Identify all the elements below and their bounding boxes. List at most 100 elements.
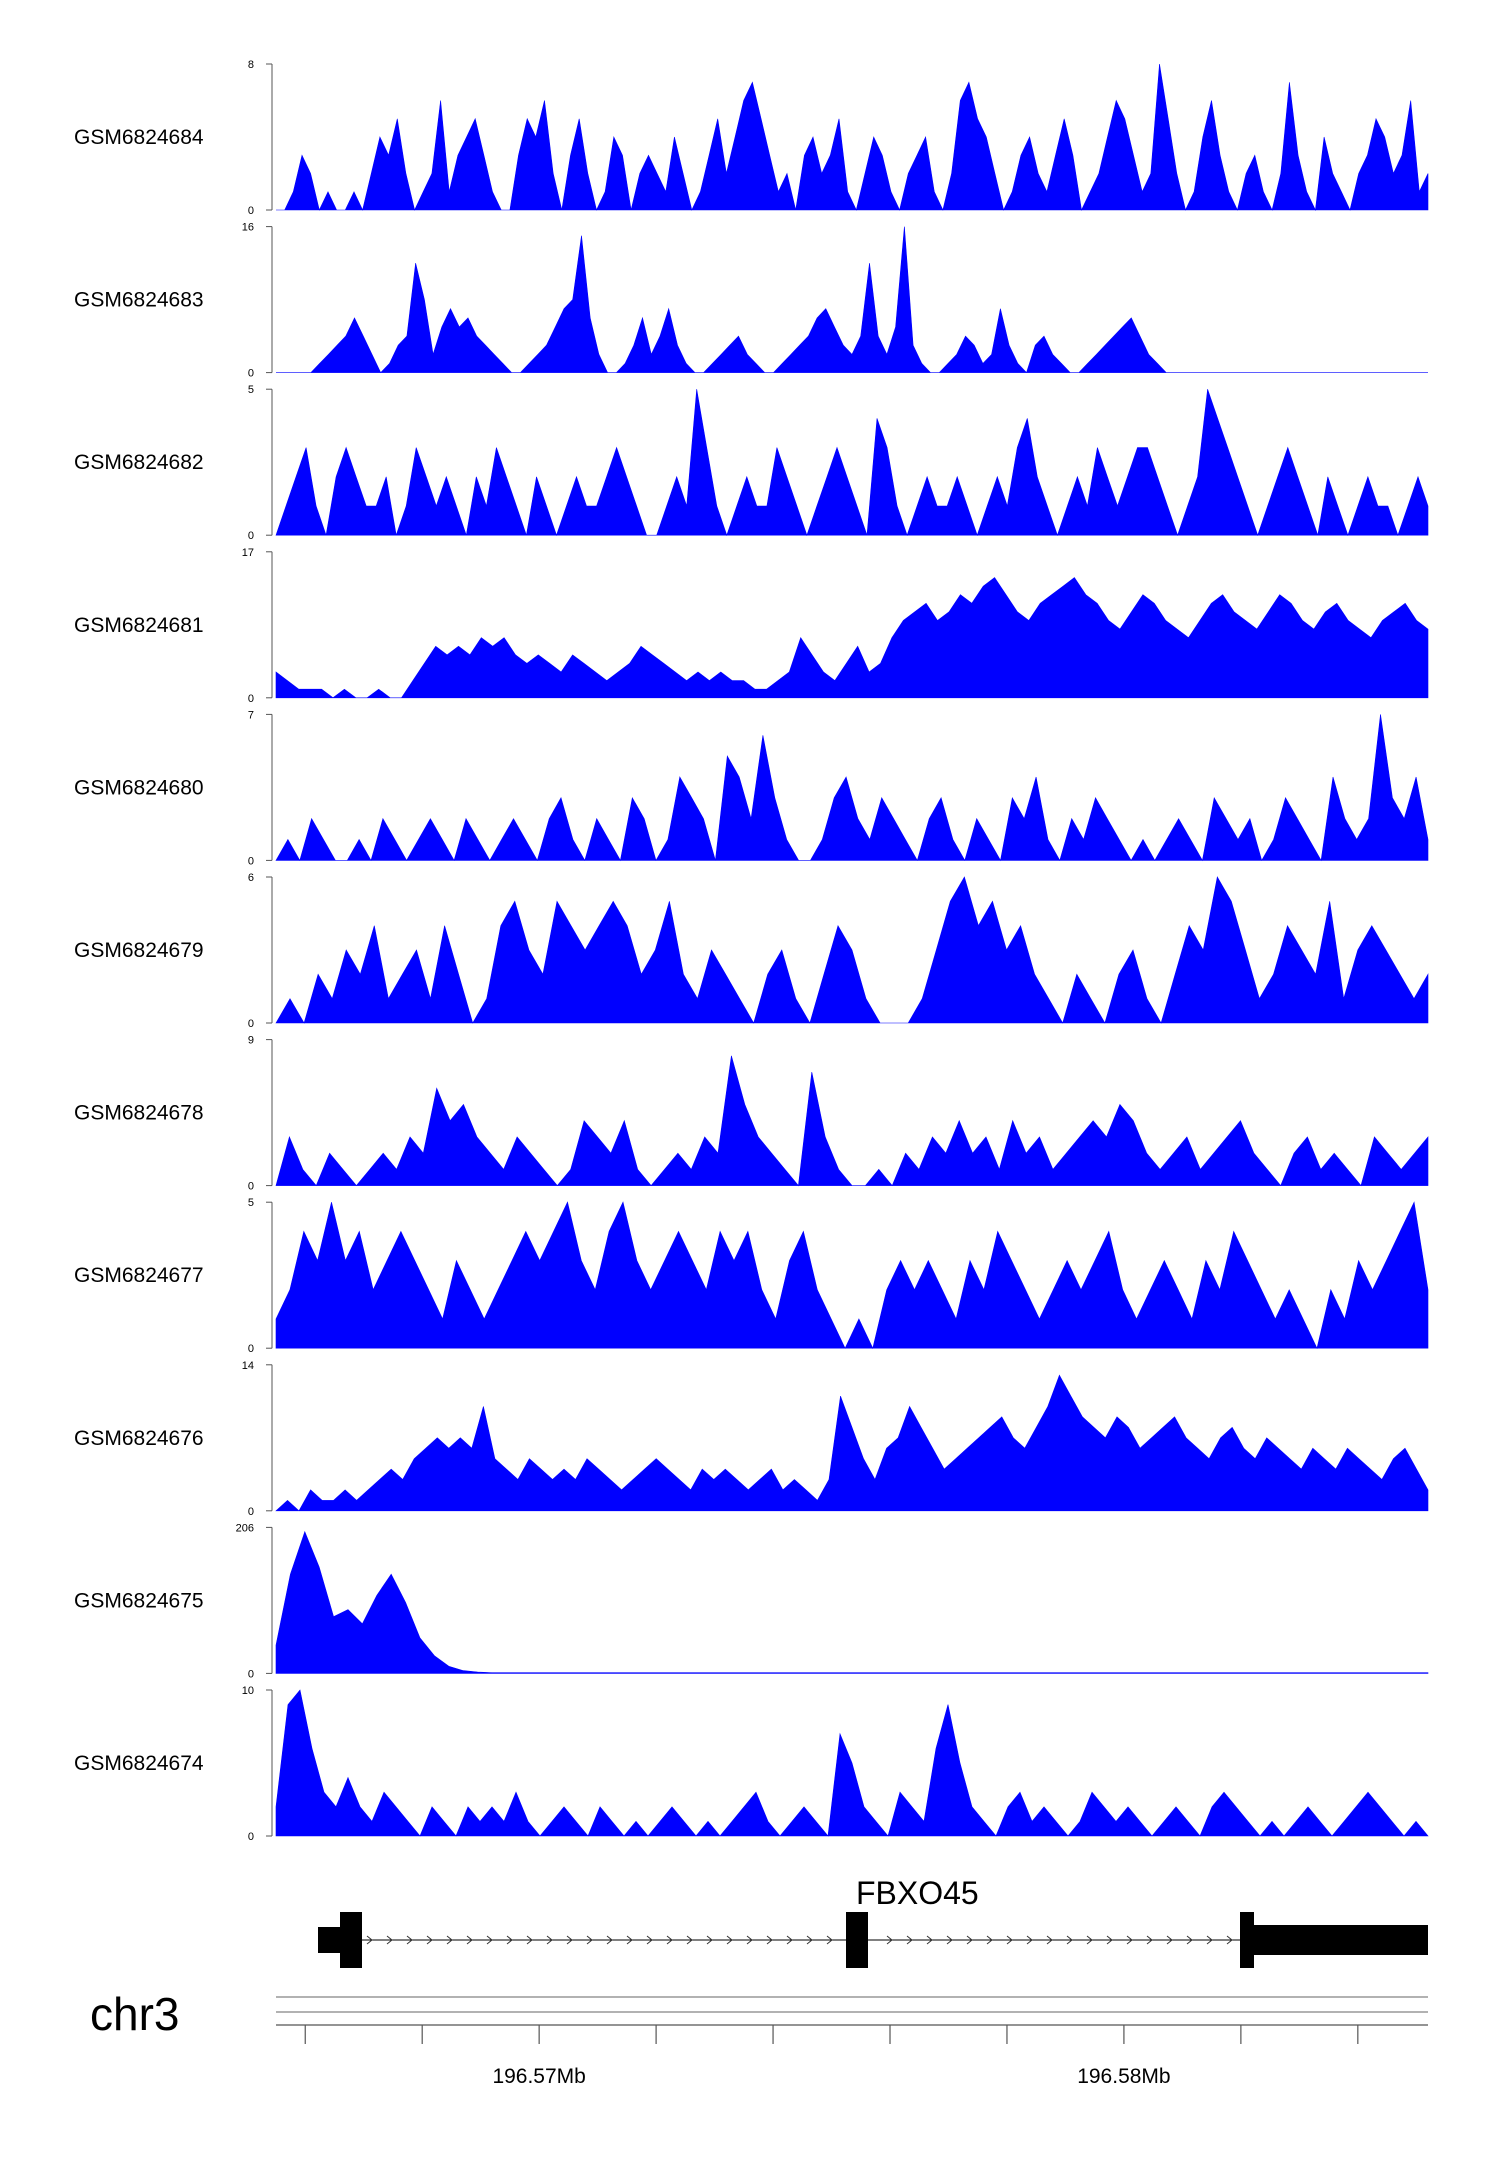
- y-tick-label-max: 6: [248, 872, 254, 884]
- signal-tracks: GSM682468480GSM6824683160GSM682468250GSM…: [74, 59, 1429, 1843]
- y-tick-label-max: 14: [242, 1360, 254, 1372]
- signal-area: [275, 1055, 1429, 1187]
- track-label: GSM6824678: [74, 1102, 204, 1125]
- strand-chevron: [506, 1935, 513, 1945]
- track-gsm6824675: GSM6824675 206 0: [74, 1522, 1429, 1680]
- y-tick-label-max: 17: [242, 547, 254, 559]
- track-label: GSM6824681: [74, 614, 204, 637]
- strand-chevron: [606, 1935, 613, 1945]
- signal-area: [276, 63, 1429, 212]
- signal-area: [275, 389, 1429, 537]
- track-gsm6824681: GSM6824681 17 0: [74, 547, 1429, 705]
- signal-area: [275, 1374, 1429, 1512]
- y-tick-label-min: 0: [248, 693, 254, 705]
- signal-area: [276, 226, 1428, 374]
- track-gsm6824684: GSM6824684 8 0: [74, 59, 1429, 217]
- track-label: GSM6824682: [74, 451, 204, 474]
- strand-chevron: [1106, 1935, 1113, 1945]
- strand-chevron: [486, 1935, 493, 1945]
- y-tick-label-min: 0: [248, 530, 254, 542]
- strand-chevron: [1186, 1935, 1193, 1945]
- strand-chevron: [586, 1935, 593, 1945]
- y-tick-label-min: 0: [248, 1181, 254, 1193]
- track-label: GSM6824679: [74, 939, 204, 962]
- strand-chevron: [1206, 1935, 1213, 1945]
- strand-chevron: [546, 1935, 553, 1945]
- track-label: GSM6824674: [74, 1752, 204, 1775]
- y-tick-label-min: 0: [248, 1506, 254, 1518]
- gene-annotation-track: FBXO45: [318, 1875, 1428, 1968]
- strand-chevron: [786, 1935, 793, 1945]
- strand-chevron: [986, 1935, 993, 1945]
- strand-chevron: [406, 1935, 413, 1945]
- y-tick-label-max: 5: [248, 1197, 254, 1209]
- strand-chevron: [1226, 1935, 1233, 1945]
- strand-chevron: [1086, 1935, 1093, 1945]
- strand-chevron: [886, 1935, 893, 1945]
- strand-chevron: [926, 1935, 933, 1945]
- track-gsm6824682: GSM6824682 5 0: [74, 384, 1429, 542]
- track-gsm6824683: GSM6824683 16 0: [74, 222, 1428, 380]
- x-tick-label: 196.57Mb: [492, 2065, 585, 2088]
- y-tick-label-max: 10: [242, 1685, 254, 1697]
- strand-chevron: [1026, 1935, 1033, 1945]
- track-gsm6824674: GSM6824674 10 0: [74, 1685, 1429, 1843]
- strand-chevron: [966, 1935, 973, 1945]
- strand-chevron: [426, 1935, 433, 1945]
- signal-area: [275, 876, 1429, 1024]
- track-label: GSM6824684: [74, 126, 204, 149]
- track-gsm6824678: GSM6824678 9 0: [74, 1035, 1429, 1193]
- coding-exon: [340, 1912, 362, 1968]
- strand-chevron: [746, 1935, 753, 1945]
- track-label: GSM6824680: [74, 776, 204, 799]
- strand-chevron: [706, 1935, 713, 1945]
- y-tick-label-max: 206: [236, 1522, 254, 1534]
- y-tick-label-min: 0: [248, 205, 254, 217]
- strand-chevron: [1046, 1935, 1053, 1945]
- strand-chevron: [566, 1935, 573, 1945]
- strand-chevron: [646, 1935, 653, 1945]
- strand-chevron: [806, 1935, 813, 1945]
- strand-chevron: [626, 1935, 633, 1945]
- strand-chevron: [826, 1935, 833, 1945]
- strand-chevron: [906, 1935, 913, 1945]
- coding-exon: [1240, 1912, 1254, 1968]
- strand-chevrons: [366, 1935, 1233, 1945]
- x-tick-label: 196.58Mb: [1077, 2065, 1170, 2088]
- track-gsm6824680: GSM6824680 7 0: [74, 709, 1429, 867]
- signal-area: [275, 1201, 1429, 1350]
- track-label: GSM6824675: [74, 1589, 204, 1612]
- y-tick-label-min: 0: [248, 1668, 254, 1680]
- genome-axis-track: chr3 196.57Mb 196.58Mb: [90, 1988, 1428, 2088]
- gene-label: FBXO45: [856, 1875, 979, 1911]
- track-label: GSM6824683: [74, 289, 204, 312]
- strand-chevron: [666, 1935, 673, 1945]
- utr-exon: [318, 1927, 344, 1953]
- coding-exon: [846, 1912, 868, 1968]
- strand-chevron: [1146, 1935, 1153, 1945]
- strand-chevron: [1066, 1935, 1073, 1945]
- y-tick-label-max: 7: [248, 709, 254, 721]
- y-tick-label-min: 0: [248, 1343, 254, 1355]
- signal-area: [275, 1530, 1429, 1674]
- strand-chevron: [686, 1935, 693, 1945]
- y-tick-label-max: 16: [242, 222, 254, 234]
- y-tick-label-min: 0: [248, 1831, 254, 1843]
- track-label: GSM6824676: [74, 1427, 204, 1450]
- track-gsm6824676: GSM6824676 14 0: [74, 1360, 1429, 1518]
- chromosome-label: chr3: [90, 1988, 179, 2040]
- strand-chevron: [766, 1935, 773, 1945]
- strand-chevron: [1006, 1935, 1013, 1945]
- signal-area: [275, 714, 1429, 862]
- strand-chevron: [1166, 1935, 1173, 1945]
- strand-chevron: [386, 1935, 393, 1945]
- strand-chevron: [526, 1935, 533, 1945]
- track-label: GSM6824677: [74, 1264, 204, 1287]
- track-gsm6824679: GSM6824679 6 0: [74, 872, 1429, 1030]
- signal-area: [275, 1689, 1429, 1837]
- strand-chevron: [1126, 1935, 1133, 1945]
- y-tick-label-max: 5: [248, 384, 254, 396]
- y-tick-label-min: 0: [248, 855, 254, 867]
- strand-chevron: [726, 1935, 733, 1945]
